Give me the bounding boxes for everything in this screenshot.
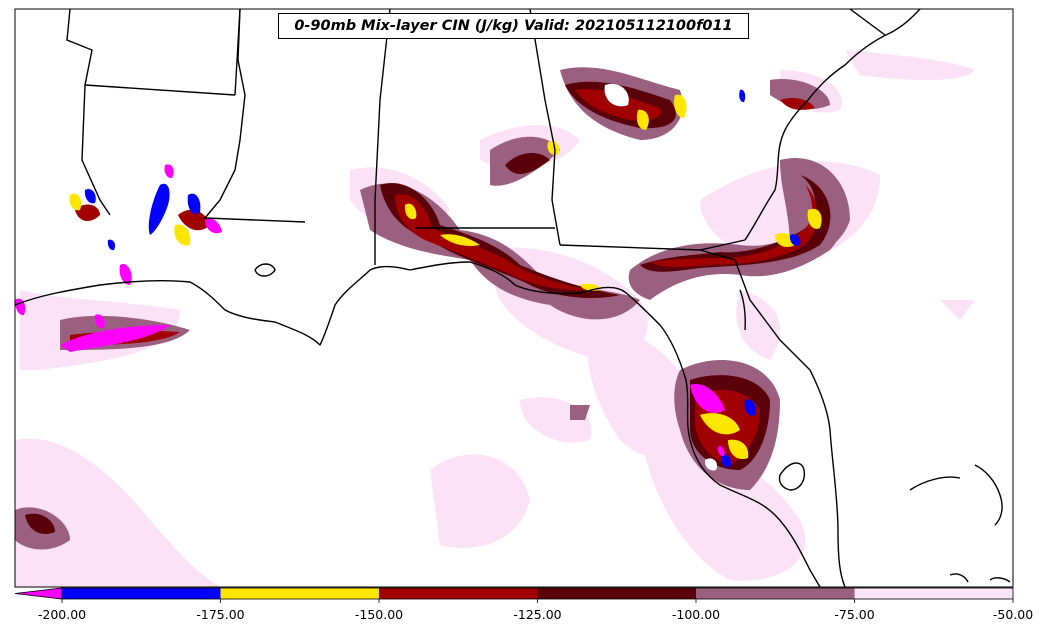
colorbar-tick-label: -50.00	[992, 607, 1034, 622]
colorbar-bin	[854, 588, 1013, 599]
colorbar-bin	[696, 588, 855, 599]
colorbar-bin	[62, 588, 221, 599]
colorbar-tick-label: -150.00	[354, 607, 404, 622]
colorbar-bin	[220, 588, 379, 599]
cin-field-magenta	[15, 164, 725, 457]
cin-field-blue	[84, 89, 801, 468]
colorbar-under-extension	[14, 587, 63, 600]
colorbar-bin	[537, 588, 696, 599]
colorbar-bin	[379, 588, 538, 599]
map-frame	[14, 8, 1014, 588]
state-borders	[66, 9, 886, 371]
map-title: 0-90mb Mix-layer CIN (J/kg) Valid: 20210…	[278, 13, 749, 39]
colorbar	[14, 587, 1014, 603]
colorbar-tick-label: -100.00	[671, 607, 721, 622]
colorbar-tick-label: -125.00	[513, 607, 562, 622]
colorbar-tick-label: -200.00	[37, 607, 87, 622]
coastline	[15, 9, 1011, 587]
colorbar-tick-label: -75.00	[834, 607, 875, 622]
colorbar-tick-label: -175.00	[196, 607, 245, 622]
